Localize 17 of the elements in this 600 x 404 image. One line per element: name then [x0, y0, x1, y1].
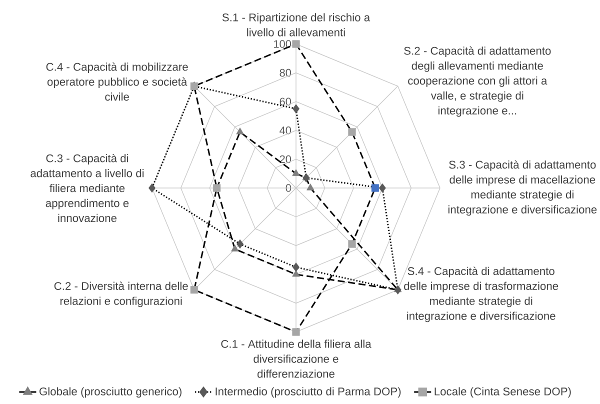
spoke-label: S.3 - Capacità di adattamento delle imprese di macellazione mediante strategie di integrazione e diversificazione	[448, 160, 597, 216]
y-tick-label: 0	[286, 184, 292, 192]
spoke-label: C.3 - Capacità di adattamento a livello di filiera mediante apprendimento e innovazione	[30, 154, 144, 222]
spoke-label: C.1 - Attitudine della filiera alla diversificazione e differenziazione	[221, 340, 372, 378]
legend-label: Locale (Cinta Senese DOP)	[434, 387, 571, 398]
y-tick-label: 100	[274, 40, 292, 48]
legend-label: Globale (prosciutto generico)	[40, 387, 182, 398]
spoke-label: S.2 - Capacità di adattamento degli allevamenti mediante cooperazione con gli attori a valle, e strategie di integrazione e...	[404, 46, 551, 117]
spoke-label: S.4 - Capacità di adattamento delle imprese di trasformazione mediante strategie di integrazione e diversificazione	[404, 266, 558, 322]
y-tick-label: 80	[280, 68, 292, 77]
legend-label: Intermedio (prosciutto di Parma DOP)	[216, 387, 401, 398]
y-tick-label: 60	[280, 98, 292, 106]
spoke-label: C.4 - Capacità di mobilizzare operatore pubblico e società civile	[46, 62, 188, 101]
y-tick-label: 20	[280, 155, 292, 164]
spoke-label: C.2 - Diversità interna delle relazioni e configurazioni	[54, 282, 188, 308]
spoke-label: S.1 - Ripartizione del rischio a livello di allevamenti	[222, 13, 370, 36]
y-tick-label: 40	[280, 126, 292, 134]
